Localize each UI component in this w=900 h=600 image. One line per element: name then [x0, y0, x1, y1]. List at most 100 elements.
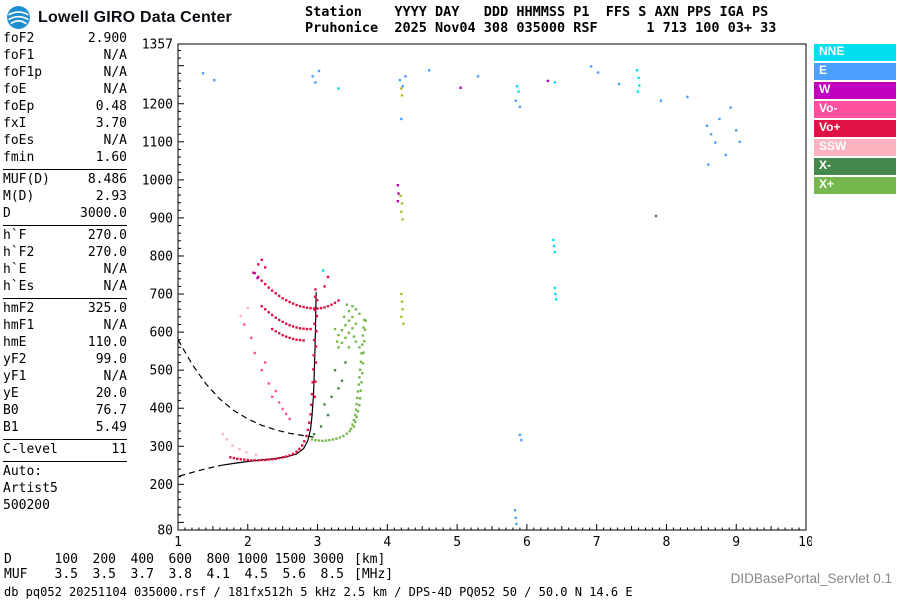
distance-value: 600 [168, 552, 192, 567]
param-row: hmF1 N/A [3, 318, 127, 335]
param-label: foEs [3, 133, 35, 148]
distance-row: D 100 200 400 600 800 1000 1500 3000 [km… [4, 552, 393, 567]
param-label: hmE [3, 335, 27, 350]
svg-text:1357: 1357 [142, 38, 173, 53]
svg-text:400: 400 [150, 402, 173, 417]
svg-text:600: 600 [150, 326, 173, 341]
distance-row-label: D [4, 552, 12, 567]
param-label: foF1 [3, 48, 35, 63]
param-row: foF1 N/A [3, 48, 127, 65]
brand-header: Lowell GIRO Data Center [6, 5, 232, 30]
param-row: fmin 1.60 [3, 150, 127, 167]
svg-text:700: 700 [150, 288, 173, 303]
svg-text:1100: 1100 [142, 135, 173, 150]
distance-unit: [km] [354, 552, 386, 567]
muf-value: 4.5 [244, 567, 268, 582]
param-label: yF2 [3, 352, 27, 367]
param-row: yF2 99.0 [3, 352, 127, 369]
param-row: yF1 N/A [3, 369, 127, 386]
param-row: M(D) 2.93 [3, 189, 127, 206]
param-label: fmin [3, 150, 35, 165]
param-value: 110.0 [87, 335, 127, 350]
param-value: 20.0 [95, 386, 127, 401]
muf-row: MUF 3.5 3.5 3.7 3.8 4.1 4.5 5.6 8.5 [MHz… [4, 567, 393, 582]
param-label: B0 [3, 403, 19, 418]
param-value: 2.900 [87, 31, 127, 46]
param-label: MUF(D) [3, 172, 50, 187]
svg-text:6: 6 [523, 535, 531, 550]
param-label: yF1 [3, 369, 27, 384]
param-row: h`E N/A [3, 262, 127, 279]
param-group-frequencies: foF2 2.900 foF1 N/A foF1p N/A foE N/A foEp 0.… [3, 31, 127, 170]
distance-value: 200 [92, 552, 116, 567]
param-label: yE [3, 386, 19, 401]
legend-item-ssw: SSW [814, 139, 896, 156]
param-label: h`F [3, 228, 27, 243]
param-value: N/A [103, 65, 127, 80]
svg-text:9: 9 [732, 535, 740, 550]
param-row: foEs N/A [3, 133, 127, 150]
param-group-profile: hmF2 325.0 hmF1 N/A hmE 110.0 yF2 99.0 yF1 N/… [3, 301, 127, 440]
svg-text:3: 3 [314, 535, 322, 550]
param-label: h`E [3, 262, 27, 277]
param-value: N/A [103, 262, 127, 277]
muf-value: 3.7 [130, 567, 154, 582]
param-row: MUF(D) 8.486 [3, 172, 127, 189]
param-label: B1 [3, 420, 19, 435]
svg-text:500: 500 [150, 364, 173, 379]
muf-value: 3.8 [168, 567, 192, 582]
param-value: N/A [103, 82, 127, 97]
param-value: 2.93 [95, 189, 127, 204]
svg-text:1000: 1000 [142, 173, 173, 188]
param-value: N/A [103, 133, 127, 148]
param-value: 11 [111, 442, 127, 457]
param-value: 0.48 [95, 99, 127, 114]
param-value: N/A [103, 48, 127, 63]
legend-label: SSW [819, 139, 847, 153]
param-label: M(D) [3, 189, 35, 204]
param-row: hmE 110.0 [3, 335, 127, 352]
echo-direction-legend: NNE E W Vo- Vo+ SSW X- X+ [814, 44, 896, 196]
distance-value: 3000 [312, 552, 344, 567]
param-group-confidence: C-level 11 [3, 442, 127, 462]
param-value: 325.0 [87, 301, 127, 316]
param-row: foF1p N/A [3, 65, 127, 82]
svg-text:80: 80 [157, 524, 173, 539]
param-row: h`F2 270.0 [3, 245, 127, 262]
legend-item-x-minus: X- [814, 158, 896, 175]
svg-text:1: 1 [174, 535, 182, 550]
servlet-version-label: DIDBasePortal_Servlet 0.1 [730, 571, 892, 586]
svg-text:300: 300 [150, 440, 173, 455]
svg-text:1200: 1200 [142, 97, 173, 112]
auto-program: Artist5 [3, 481, 58, 496]
param-row: fxI 3.70 [3, 116, 127, 133]
param-value: N/A [103, 318, 127, 333]
param-row: C-level 11 [3, 442, 127, 459]
legend-item-vo-minus: Vo- [814, 101, 896, 118]
muf-unit: [MHz] [354, 567, 394, 582]
param-label: fxI [3, 116, 27, 131]
param-label: D [3, 206, 11, 221]
auto-label: Auto: [3, 464, 43, 479]
param-value: 270.0 [87, 245, 127, 260]
distance-value: 1500 [274, 552, 306, 567]
muf-value: 4.1 [206, 567, 230, 582]
legend-label: W [819, 82, 831, 96]
param-row: hmF2 325.0 [3, 301, 127, 318]
param-label: h`Es [3, 279, 35, 294]
param-value: N/A [103, 279, 127, 294]
param-label: foE [3, 82, 27, 97]
measurement-info-line: db pq052 20251104 035000.rsf / 181fx512h… [4, 585, 633, 599]
param-row: h`F 270.0 [3, 228, 127, 245]
lowell-logo-icon [7, 6, 30, 29]
legend-label: E [819, 63, 828, 77]
param-value: 3.70 [95, 116, 127, 131]
param-label: foEp [3, 99, 35, 114]
legend-label: Vo- [819, 101, 838, 115]
param-row: h`Es N/A [3, 279, 127, 296]
svg-text:10: 10 [798, 535, 812, 550]
param-value: 5.49 [95, 420, 127, 435]
legend-item-e: E [814, 63, 896, 80]
legend-item-vo-plus: Vo+ [814, 120, 896, 137]
